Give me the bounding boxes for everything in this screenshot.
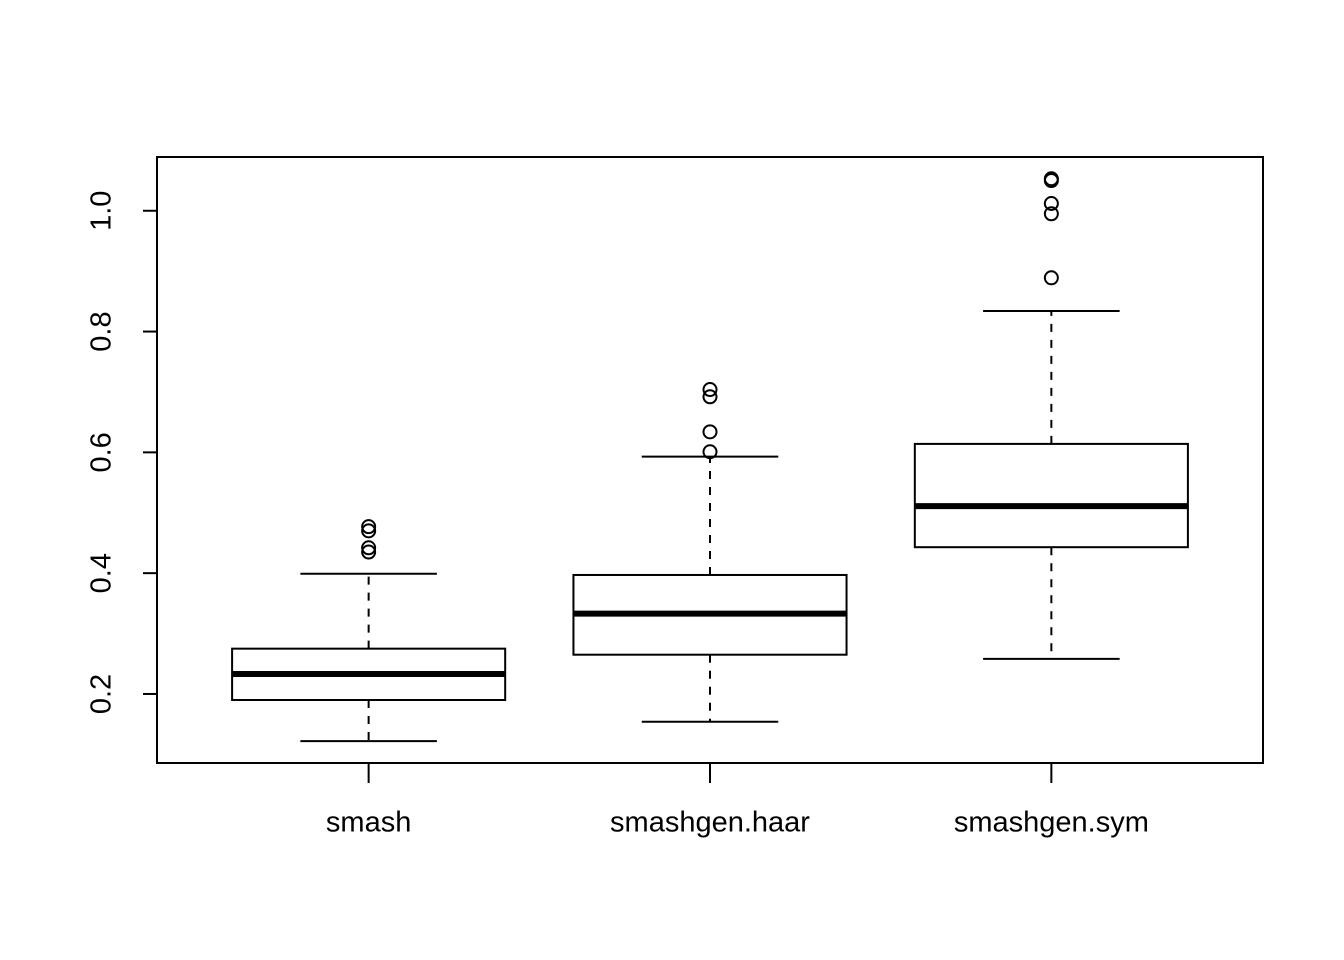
x-tick-label: smashgen.sym [954,807,1149,839]
outlier [702,389,718,405]
outlier [361,544,377,560]
outlier [361,523,377,539]
outlier [1043,270,1059,286]
y-tick-label: 0.2 [86,674,118,714]
box [913,442,1189,549]
outlier [1043,196,1059,212]
x-tick-label: smashgen.haar [610,807,810,839]
outlier [361,519,377,535]
y-tick-label: 0.4 [86,553,118,593]
y-tick-label: 0.6 [86,432,118,472]
y-tick-label: 1.0 [86,191,118,231]
y-tick-label: 0.8 [86,311,118,351]
outlier [702,424,718,440]
x-tick-label: smash [326,807,411,839]
outlier [361,540,377,556]
outlier [1043,206,1059,222]
outlier [702,382,718,398]
outlier [1043,171,1059,187]
outlier [702,444,718,460]
